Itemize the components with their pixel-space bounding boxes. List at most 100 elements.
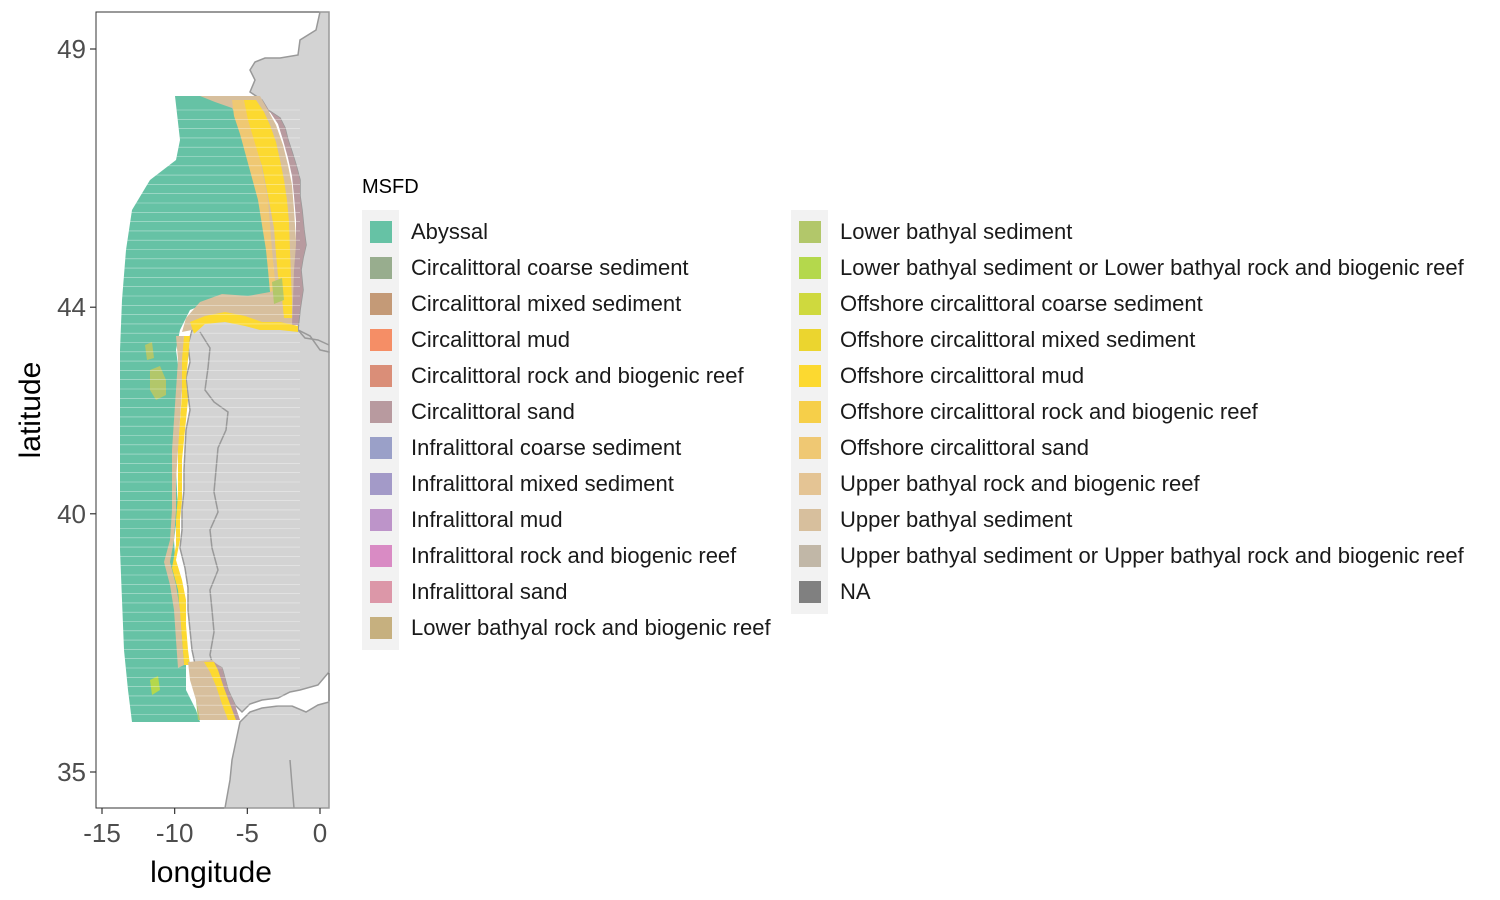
legend-swatch	[370, 401, 392, 423]
legend-title: MSFD	[362, 176, 419, 198]
legend-label: Offshore circalittoral mixed sediment	[840, 327, 1196, 352]
legend-label: Upper bathyal sediment	[840, 507, 1073, 532]
legend-swatch	[370, 329, 392, 351]
legend-item: Lower bathyal sediment	[791, 214, 1072, 250]
legend-item: Offshore circalittoral mud	[791, 358, 1084, 394]
x-axis: -15 -10 -5 0	[83, 808, 327, 848]
habitat-lower-bathyal-1	[150, 366, 166, 400]
y-axis-title: latitude	[14, 362, 47, 459]
land-north-africa	[224, 701, 330, 809]
legend-item: Circalittoral rock and biogenic reef	[362, 358, 744, 394]
legend-label: Infralittoral rock and biogenic reef	[411, 543, 737, 568]
legend-swatch	[799, 509, 821, 531]
legend-swatch	[370, 617, 392, 639]
legend-item: NA	[791, 574, 871, 610]
legend-label: Infralittoral coarse sediment	[411, 435, 682, 460]
legend-item: Circalittoral coarse sediment	[362, 250, 689, 286]
legend-swatch	[799, 257, 821, 279]
legend-item: Infralittoral coarse sediment	[362, 430, 681, 466]
legend-label: Upper bathyal rock and biogenic reef	[840, 471, 1200, 496]
legend-item: Offshore circalittoral mixed sediment	[791, 322, 1195, 358]
habitat-upper-bathyal-west-iberia	[164, 336, 184, 668]
legend-item: Circalittoral sand	[362, 394, 575, 430]
legend-label: Infralittoral mud	[411, 507, 563, 532]
legend-swatch	[370, 221, 392, 243]
legend-column-1: Abyssal Circalittoral coarse sediment Circ…	[362, 210, 771, 650]
legend-label: Infralittoral mixed sediment	[411, 471, 674, 496]
legend-swatch	[370, 545, 392, 567]
y-tick-label: 35	[57, 757, 86, 787]
legend-swatch	[799, 401, 821, 423]
legend-swatch	[370, 509, 392, 531]
legend-label: Offshore circalittoral mud	[840, 363, 1085, 388]
habitat-offshore-cantabrian	[190, 312, 298, 334]
legend-label: Lower bathyal rock and biogenic reef	[411, 615, 771, 640]
legend-label: Lower bathyal sediment	[840, 219, 1073, 244]
legend-item: Infralittoral mixed sediment	[362, 466, 674, 502]
legend-item: Circalittoral mixed sediment	[362, 286, 681, 322]
legend-swatch	[799, 221, 821, 243]
legend-label: Circalittoral coarse sediment	[411, 255, 689, 280]
x-tick-label: -10	[156, 818, 194, 848]
y-axis: 35 40 44 49	[57, 34, 96, 787]
x-tick-label: -5	[236, 818, 259, 848]
land-iberia	[179, 315, 330, 714]
legend-label: Infralittoral sand	[411, 579, 568, 604]
legend-item: Upper bathyal sediment or Upper bathyal …	[791, 538, 1464, 574]
habitat-offshore-mud-biscay	[244, 100, 292, 318]
legend-item: Upper bathyal sediment	[791, 502, 1072, 538]
legend-label: Upper bathyal sediment or Upper bathyal …	[840, 543, 1464, 568]
y-tick-label: 44	[57, 292, 86, 322]
raster-gaps	[118, 109, 300, 715]
x-tick-label: -15	[83, 818, 121, 848]
legend-item: Upper bathyal rock and biogenic reef	[791, 466, 1200, 502]
legend-swatch	[370, 581, 392, 603]
legend-item: Infralittoral mud	[362, 502, 563, 538]
land-border-pt-es	[199, 331, 229, 663]
legend-swatch	[370, 473, 392, 495]
y-tick-label: 40	[57, 499, 86, 529]
legend-swatch	[370, 293, 392, 315]
land-border-mor-alg	[289, 759, 295, 809]
legend-label: NA	[840, 579, 871, 604]
legend-label: Circalittoral mud	[411, 327, 570, 352]
legend-label: Offshore circalittoral coarse sediment	[840, 291, 1203, 316]
legend-item: Infralittoral sand	[362, 574, 568, 610]
legend-item: Abyssal	[362, 214, 488, 250]
land-layer	[179, 11, 330, 809]
legend-swatch	[370, 365, 392, 387]
legend-item: Lower bathyal rock and biogenic reef	[362, 610, 771, 646]
legend-swatch	[799, 437, 821, 459]
legend-swatch	[370, 257, 392, 279]
legend-label: Circalittoral sand	[411, 399, 575, 424]
legend-swatch	[799, 545, 821, 567]
legend-swatch	[799, 473, 821, 495]
legend-label: Abyssal	[411, 219, 489, 244]
habitat-circalittoral-sand-biscay	[262, 100, 306, 325]
legend-swatch	[799, 293, 821, 315]
y-tick-label: 49	[57, 34, 86, 64]
legend-item: Infralittoral rock and biogenic reef	[362, 538, 736, 574]
habitat-lower-bathyal-5	[272, 278, 284, 304]
legend-label: Offshore circalittoral rock and biogenic…	[840, 399, 1258, 424]
habitat-lower-bathyal-3	[150, 676, 160, 695]
legend-swatch	[799, 581, 821, 603]
legend-swatch	[799, 329, 821, 351]
x-axis-title: longitude	[150, 856, 272, 889]
legend-swatch	[799, 365, 821, 387]
legend-item: Offshore circalittoral rock and biogenic…	[791, 394, 1258, 430]
legend-item: Circalittoral mud	[362, 322, 570, 358]
legend-item: Offshore circalittoral sand	[791, 430, 1089, 466]
legend-item: Offshore circalittoral coarse sediment	[791, 286, 1203, 322]
legend-label: Circalittoral rock and biogenic reef	[411, 363, 744, 388]
legend-column-2: Lower bathyal sediment Lower bathyal sedi…	[791, 210, 1464, 614]
legend-item: Lower bathyal sediment or Lower bathyal …	[791, 250, 1464, 286]
legend-label: Lower bathyal sediment or Lower bathyal …	[840, 255, 1464, 280]
land-border-es-fr	[297, 329, 330, 346]
legend-label: Circalittoral mixed sediment	[411, 291, 682, 316]
habitat-lower-bathyal-2	[145, 342, 154, 360]
legend-label: Offshore circalittoral sand	[840, 435, 1090, 460]
legend-swatch	[370, 437, 392, 459]
x-tick-label: 0	[313, 818, 327, 848]
